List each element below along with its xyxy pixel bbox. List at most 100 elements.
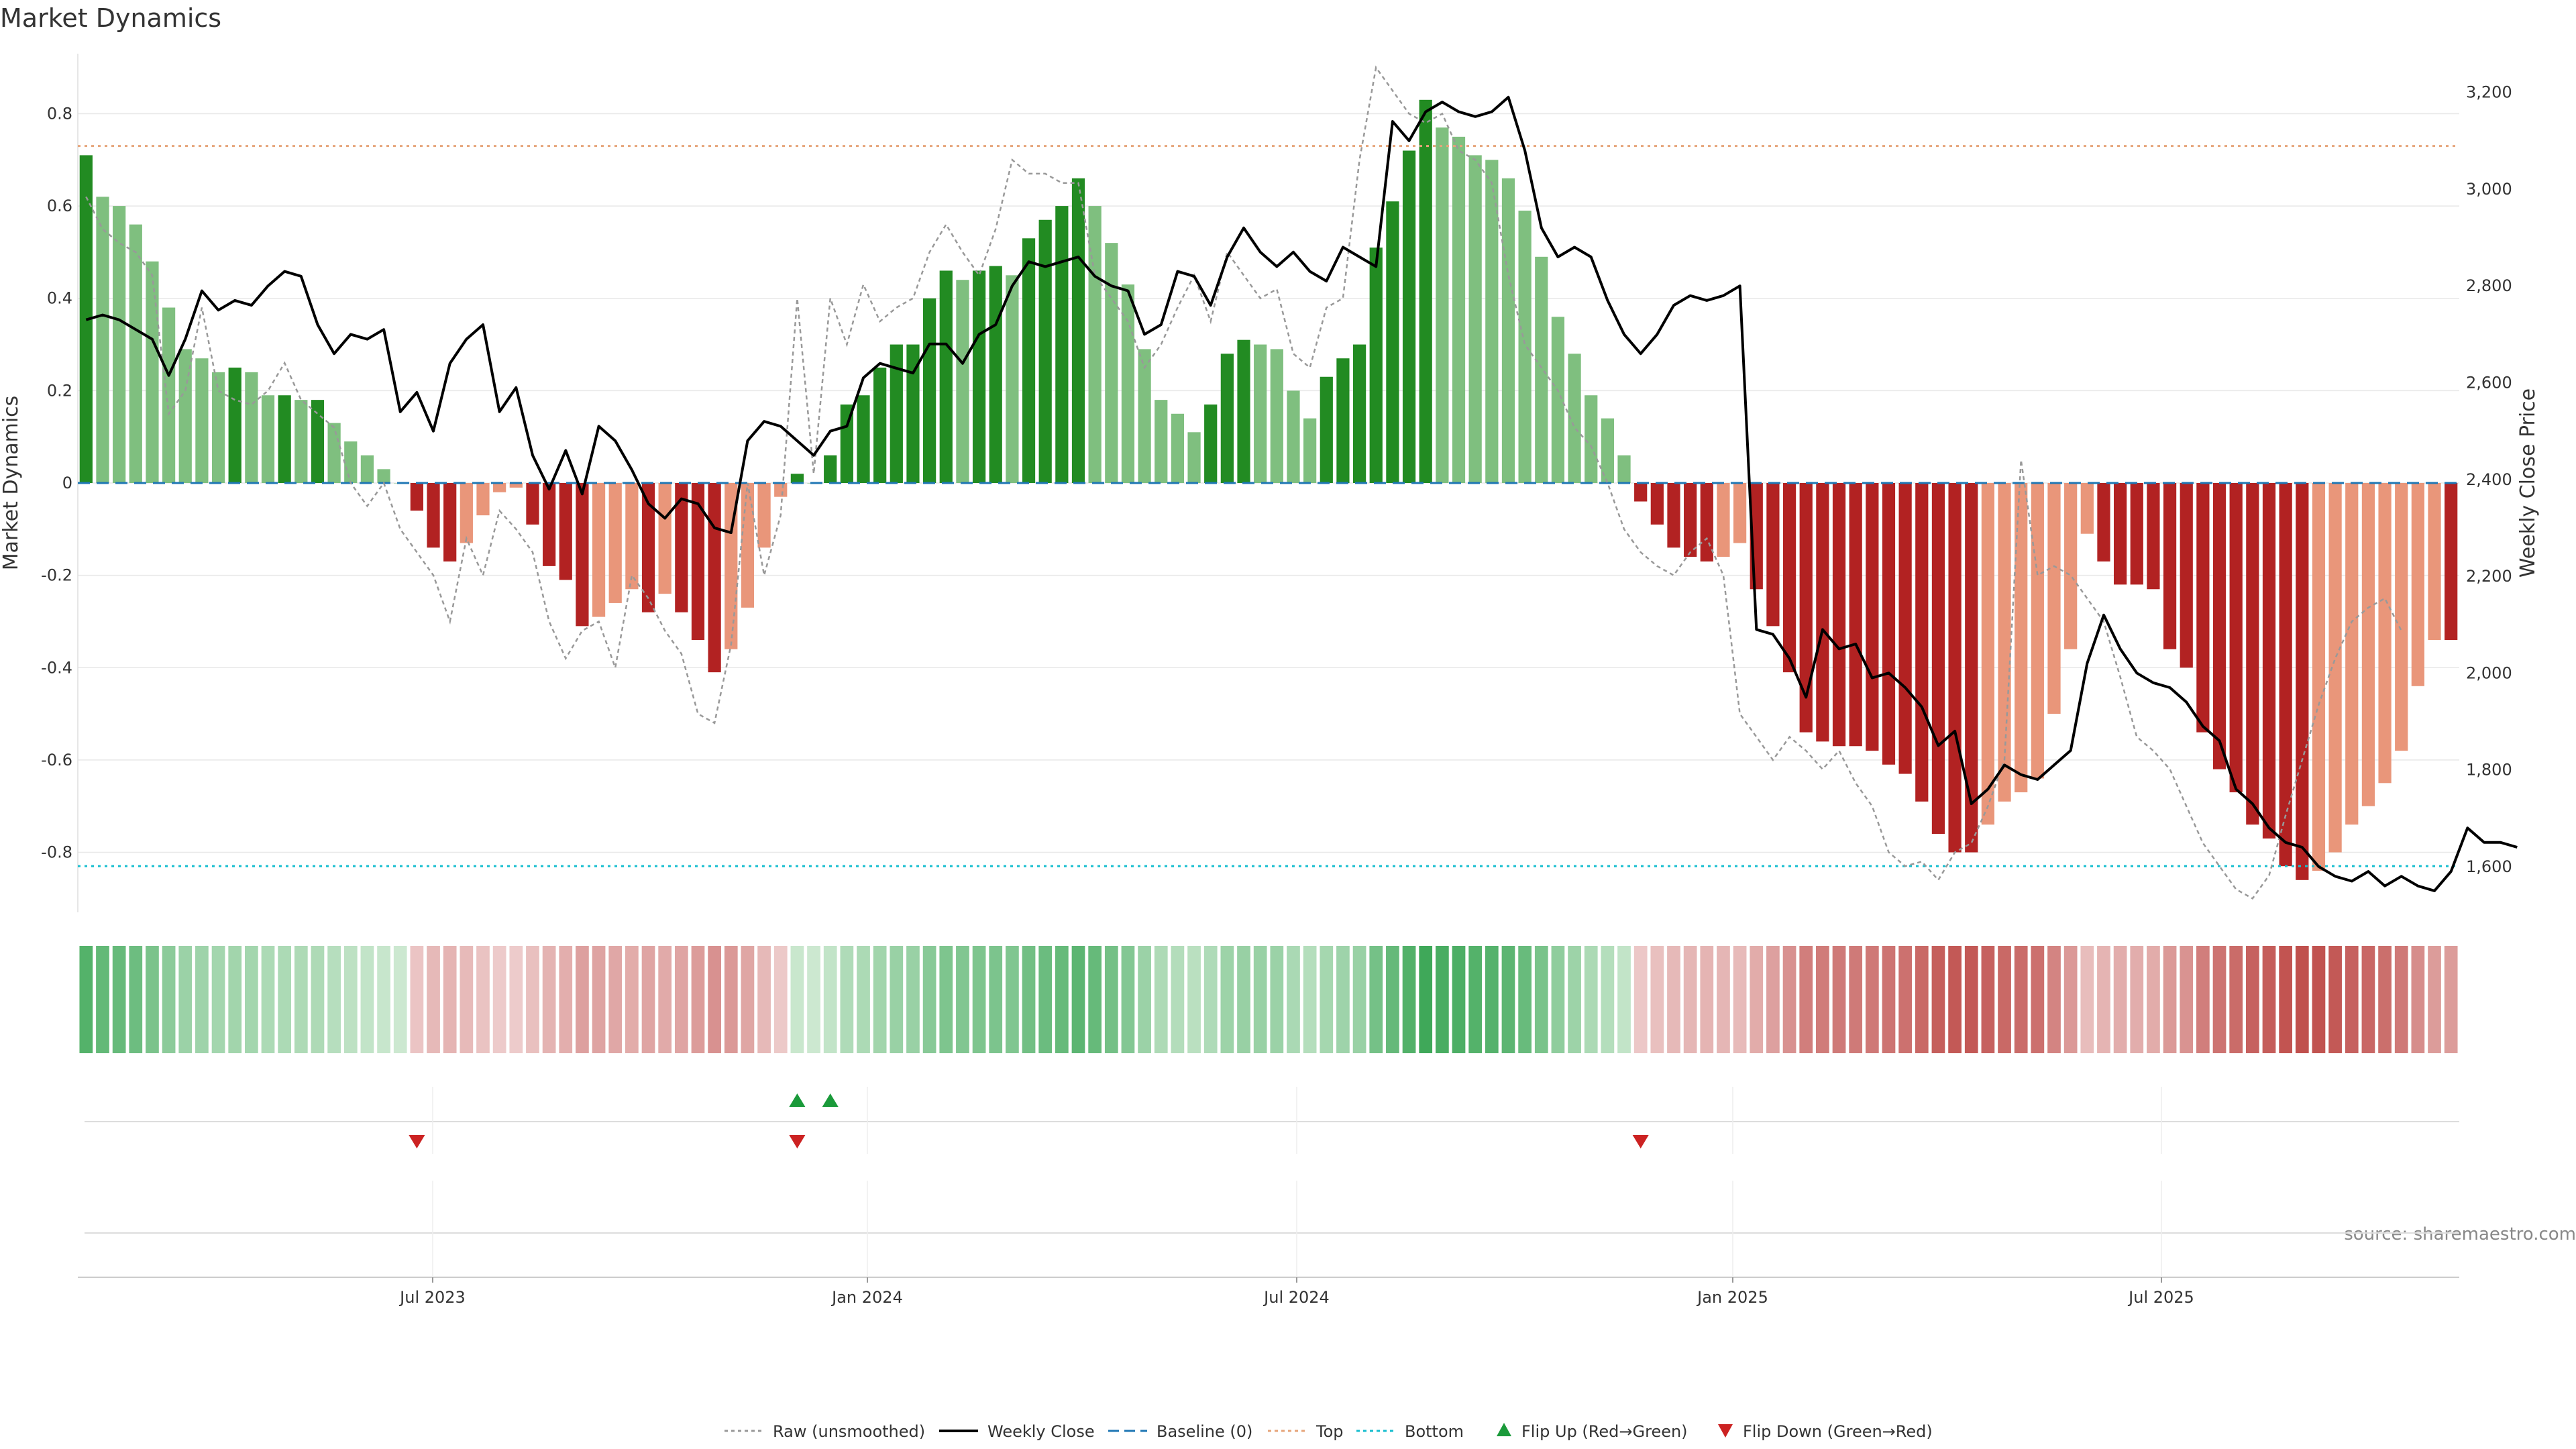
- heat-strip-cell: [393, 946, 407, 1053]
- md-bar: [2047, 483, 2061, 714]
- heat-strip-cell: [641, 946, 655, 1053]
- md-bar: [1915, 483, 1929, 802]
- md-bar: [1254, 344, 1267, 483]
- legend-label: Baseline (0): [1157, 1422, 1252, 1441]
- heat-strip-cell: [1667, 946, 1680, 1053]
- flip-down-marker: [409, 1135, 425, 1148]
- heat-strip-cell: [857, 946, 870, 1053]
- heat-strip-cell: [2097, 946, 2110, 1053]
- heat-strip-cell: [1071, 946, 1085, 1053]
- md-bar: [1700, 483, 1713, 561]
- md-bar: [757, 483, 771, 548]
- md-bar: [162, 307, 176, 483]
- flip-markers: [85, 1087, 2459, 1277]
- legend-label: Weekly Close: [987, 1422, 1095, 1441]
- md-bar: [857, 395, 870, 483]
- heat-strip-cell: [1468, 946, 1483, 1053]
- heat-strip-cell: [2345, 946, 2359, 1053]
- heat-strip-cell: [592, 946, 606, 1053]
- heat-strip-cell: [112, 946, 126, 1053]
- heat-strip-cell: [1006, 946, 1019, 1053]
- legend-label: Bottom: [1405, 1422, 1464, 1441]
- legend: Raw (unsmoothed) Weekly Close Baseline (0)…: [724, 1422, 1933, 1441]
- md-bar: [1369, 248, 1383, 483]
- md-bar: [2345, 483, 2359, 825]
- md-bar: [641, 483, 655, 612]
- heat-strip-cell: [989, 946, 1003, 1053]
- heat-strip-cell: [2080, 946, 2094, 1053]
- md-bar: [146, 261, 159, 483]
- heat-strip-cell: [757, 946, 771, 1053]
- left-tick-label: -0.2: [41, 566, 72, 585]
- md-bar: [1501, 178, 1515, 483]
- md-bar: [1866, 483, 1879, 751]
- md-bar: [2114, 483, 2127, 585]
- md-bar: [278, 395, 291, 483]
- heat-strip-cell: [2163, 946, 2177, 1053]
- md-bar: [1006, 275, 1019, 483]
- chart-title: Market Dynamics: [0, 3, 221, 33]
- md-bar: [443, 483, 457, 561]
- md-bar: [1320, 376, 1333, 483]
- md-bar: [1303, 418, 1317, 483]
- heat-strip-cell: [1501, 946, 1515, 1053]
- raw-unsmoothed-line: [85, 65, 2402, 900]
- heat-strip-cell: [1022, 946, 1036, 1053]
- md-bar: [377, 469, 390, 483]
- heat-strip-cell: [1138, 946, 1151, 1053]
- heat-strip-cell: [2130, 946, 2144, 1053]
- heat-strip-cell: [129, 946, 143, 1053]
- md-bar: [1436, 127, 1449, 483]
- right-tick-label: 2,000: [2466, 663, 2512, 682]
- heat-strip-cell: [1287, 946, 1300, 1053]
- heat-strip-cell: [360, 946, 374, 1053]
- md-bar: [410, 483, 423, 511]
- md-bar: [1204, 405, 1218, 483]
- md-bar: [195, 358, 209, 483]
- md-bar: [460, 483, 473, 543]
- heat-strip-cell: [96, 946, 109, 1053]
- legend-flip-down-swatch: [1718, 1424, 1733, 1438]
- md-bar: [1816, 483, 1829, 742]
- md-bar: [542, 483, 556, 566]
- md-bar: [1171, 413, 1185, 483]
- md-bar: [178, 349, 192, 483]
- md-bar: [476, 483, 490, 516]
- x-tick-label: Jul 2024: [1263, 1288, 1330, 1307]
- md-bar: [790, 474, 804, 483]
- md-bar: [1931, 483, 1945, 835]
- md-bar: [2411, 483, 2424, 686]
- x-tick-label: Jul 2025: [2127, 1288, 2194, 1307]
- heat-strip-cell: [327, 946, 341, 1053]
- md-bar: [1468, 155, 1482, 484]
- md-bar: [2279, 483, 2292, 867]
- heat-strip-cell: [1386, 946, 1399, 1053]
- md-bar: [1998, 483, 2011, 802]
- heat-strip-cell: [377, 946, 390, 1053]
- heat-strip-cell: [1650, 946, 1664, 1053]
- md-bar: [906, 344, 920, 483]
- heat-strip: [79, 946, 2458, 1053]
- heat-strip-cell: [2444, 946, 2458, 1053]
- md-bar: [2212, 483, 2226, 769]
- legend-label: Flip Down (Green→Red): [1743, 1422, 1933, 1441]
- md-bar: [2378, 483, 2392, 784]
- heat-strip-cell: [1915, 946, 1929, 1053]
- heat-strip-cell: [509, 946, 523, 1053]
- md-bar: [708, 483, 721, 673]
- md-bar: [2445, 483, 2458, 640]
- md-bar: [923, 298, 936, 483]
- market-dynamics-bars: [79, 99, 2458, 880]
- heat-strip-cell: [1518, 946, 1532, 1053]
- heat-strip-cell: [823, 946, 837, 1053]
- md-bar: [989, 266, 1002, 483]
- heat-strip-cell: [2328, 946, 2342, 1053]
- heat-strip-cell: [162, 946, 176, 1053]
- md-bar: [1138, 349, 1151, 483]
- heat-strip-cell: [1981, 946, 1995, 1053]
- heat-strip-cell: [1485, 946, 1499, 1053]
- reference-lines: [78, 145, 2459, 867]
- right-tick-label: 2,200: [2466, 567, 2512, 586]
- heat-strip-cell: [1187, 946, 1201, 1053]
- heat-strip-cell: [1220, 946, 1234, 1053]
